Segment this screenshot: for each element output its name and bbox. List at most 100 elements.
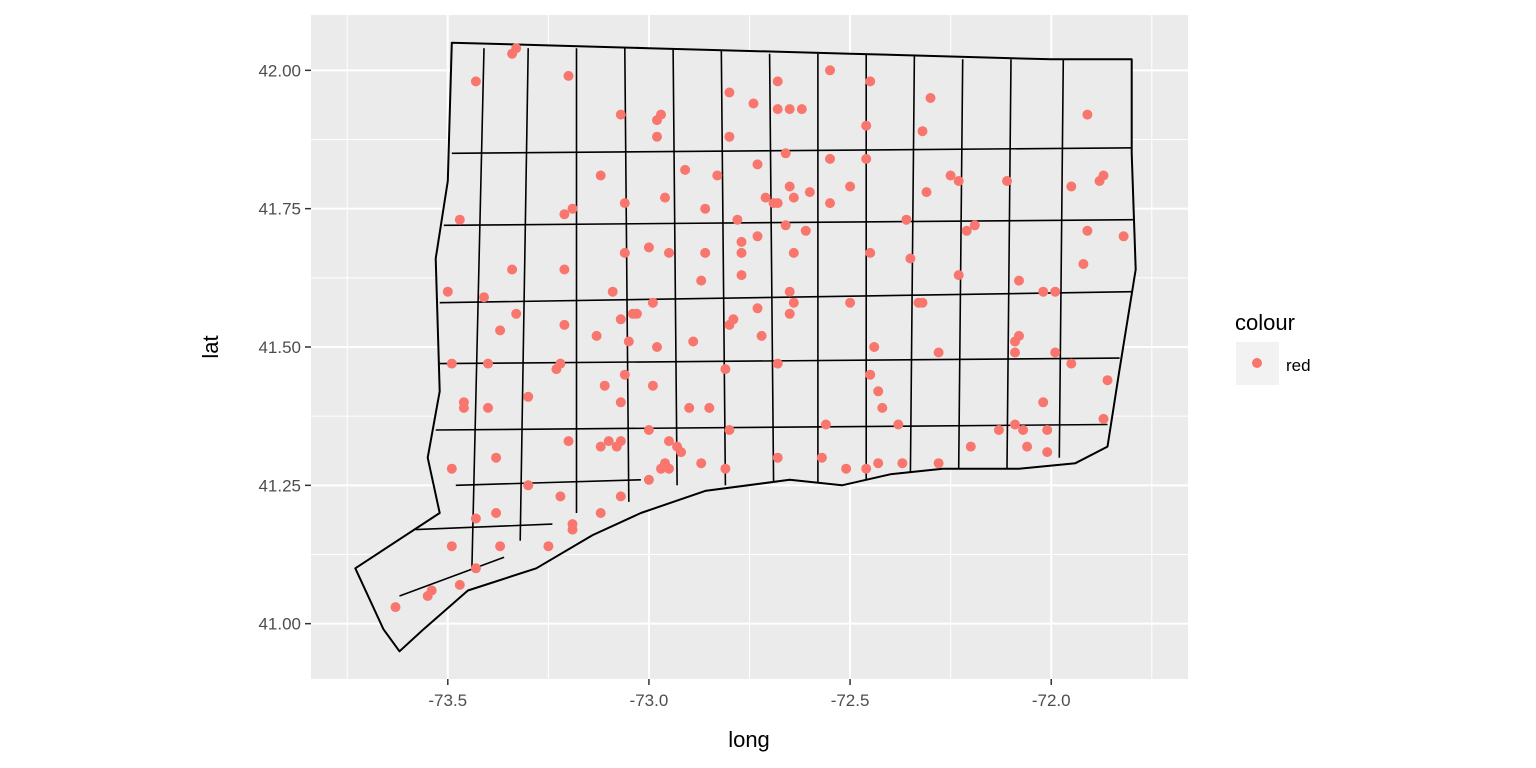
data-point	[1042, 425, 1053, 435]
data-point	[796, 104, 807, 115]
data-point	[893, 419, 904, 430]
data-point	[563, 70, 574, 81]
legend-label-red: red	[1286, 356, 1311, 375]
data-point	[784, 181, 795, 192]
data-points	[390, 43, 1129, 613]
data-point	[483, 402, 493, 413]
data-point	[507, 264, 518, 275]
data-point	[921, 187, 932, 198]
data-point	[643, 474, 654, 485]
legend-title: colour	[1235, 310, 1295, 335]
data-point	[543, 541, 554, 552]
state-outline	[354, 41, 1137, 653]
data-point	[696, 458, 707, 469]
data-point	[595, 508, 606, 518]
data-point	[736, 236, 747, 247]
town-border	[624, 48, 630, 502]
data-point	[712, 170, 723, 181]
data-point	[1082, 225, 1093, 236]
town-borders	[355, 42, 1136, 652]
data-point	[772, 358, 783, 369]
data-point	[925, 93, 936, 103]
data-point	[1010, 419, 1020, 430]
data-point	[664, 247, 674, 258]
data-point	[591, 330, 602, 341]
data-point	[458, 402, 469, 413]
data-point	[724, 131, 735, 142]
data-point	[953, 270, 964, 281]
data-point	[446, 463, 457, 474]
data-point	[825, 65, 835, 76]
data-point	[760, 192, 771, 203]
y-tick-label: 41.75	[258, 200, 301, 219]
data-point	[780, 220, 791, 231]
data-point	[965, 441, 976, 452]
data-point	[1038, 286, 1049, 297]
data-point	[595, 170, 606, 181]
data-point	[724, 425, 735, 435]
data-point	[1082, 109, 1093, 120]
town-border	[672, 48, 678, 486]
data-point	[607, 286, 618, 297]
data-point	[825, 153, 835, 164]
town-border	[519, 48, 529, 541]
town-border	[1058, 59, 1065, 458]
town-border	[451, 147, 1136, 155]
data-point	[559, 319, 570, 330]
data-point	[825, 198, 835, 209]
data-point	[390, 602, 401, 613]
data-point	[595, 441, 606, 452]
data-point	[1050, 286, 1061, 297]
data-point	[969, 220, 980, 231]
data-point	[1022, 441, 1033, 452]
data-point	[599, 380, 610, 391]
data-point	[945, 170, 956, 181]
town-border	[435, 423, 1108, 431]
data-point	[559, 209, 570, 220]
data-point	[736, 270, 747, 281]
data-point	[643, 425, 654, 435]
data-point	[933, 458, 944, 469]
data-point	[567, 203, 578, 214]
data-point	[470, 513, 481, 524]
data-point	[752, 159, 763, 170]
data-point	[1002, 176, 1012, 186]
data-point	[688, 336, 699, 347]
data-point	[861, 120, 872, 131]
data-point	[845, 181, 856, 192]
y-tick-label: 41.50	[258, 338, 301, 357]
data-point	[933, 347, 944, 358]
data-point	[507, 48, 518, 59]
town-border	[415, 523, 553, 531]
data-point	[523, 391, 534, 402]
data-point	[611, 441, 622, 452]
data-point	[1118, 231, 1129, 242]
data-point	[1102, 375, 1113, 386]
data-point	[788, 192, 799, 203]
data-point	[772, 198, 783, 209]
data-point	[865, 247, 876, 258]
legend-key-dot	[1252, 358, 1262, 368]
data-point	[1042, 447, 1053, 458]
data-point	[551, 364, 562, 375]
data-point	[861, 463, 872, 474]
data-point	[619, 247, 630, 258]
data-point	[619, 198, 630, 209]
data-point	[454, 214, 465, 225]
data-point	[1014, 330, 1024, 341]
data-point	[619, 369, 630, 380]
data-point	[567, 524, 578, 535]
data-point	[1094, 176, 1105, 186]
town-border	[471, 48, 485, 569]
data-point	[511, 308, 522, 319]
data-point	[623, 336, 634, 347]
data-point	[615, 491, 626, 502]
data-point	[1078, 259, 1089, 269]
data-point	[905, 253, 916, 264]
y-tick-label: 41.25	[258, 476, 301, 495]
data-point	[680, 164, 691, 175]
data-point	[559, 264, 570, 275]
town-border	[455, 479, 641, 487]
data-point	[752, 303, 763, 314]
